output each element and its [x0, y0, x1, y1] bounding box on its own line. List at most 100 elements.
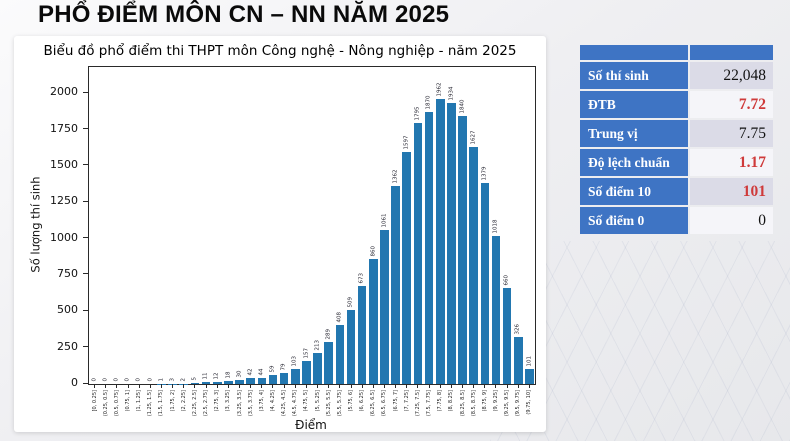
stat-label: Số thí sinh: [580, 62, 688, 89]
histogram-bar: [313, 353, 322, 384]
y-tick-label: 750: [57, 266, 78, 280]
y-tick-mark: [83, 200, 88, 202]
x-tick-mark: [94, 384, 96, 388]
y-tick-mark: [83, 237, 88, 239]
x-tick-label: (2.5, 2.75]: [203, 390, 210, 417]
x-tick-mark: [484, 384, 486, 388]
bar-value-label: 860: [370, 245, 377, 257]
x-tick-mark: [194, 384, 196, 388]
x-tick-label: (7.75, 8]: [437, 390, 444, 412]
x-tick-label: (1.75, 2]: [169, 390, 176, 412]
bar-value-label: 0: [124, 378, 131, 382]
histogram-bar: [357, 286, 367, 384]
bar-value-label: 44: [258, 368, 265, 376]
y-tick-label: 1000: [50, 230, 78, 244]
x-tick-mark: [149, 384, 151, 388]
x-tick-label: (9.75, 10]: [526, 390, 533, 415]
bar-value-label: 213: [314, 340, 321, 351]
x-tick-mark: [395, 384, 397, 388]
x-tick-label: (7.5, 7.75]: [426, 390, 433, 417]
histogram-bar: [469, 147, 478, 384]
histogram-bar: [513, 336, 523, 384]
x-tick-label: (6.75, 7]: [392, 390, 399, 412]
bar-value-label: 1627: [470, 130, 477, 145]
table-header-cell: [580, 45, 688, 60]
histogram-bar: [458, 116, 467, 384]
statistics-table: Số thí sinh 22,048 ĐTB 7.72 Trung vị 7.75 Độ l…: [580, 45, 773, 234]
stat-value: 101: [690, 178, 773, 205]
bar-value-label: 0: [102, 378, 109, 382]
x-tick-label: (8.75, 9]: [481, 390, 488, 412]
histogram-bar: [190, 383, 200, 384]
chart-title: Biểu đồ phổ điểm thi THPT môn Công nghệ …: [43, 43, 517, 59]
histogram-bar: [302, 361, 311, 384]
x-tick-mark: [105, 384, 107, 388]
x-tick-label: (6, 6.25]: [359, 390, 366, 412]
histogram-bar: [380, 229, 389, 384]
x-tick-mark: [239, 384, 241, 388]
x-tick-mark: [250, 384, 252, 388]
bar-value-label: 0: [135, 378, 142, 382]
x-tick-mark: [305, 384, 307, 388]
x-tick-mark: [127, 384, 129, 388]
x-tick-mark: [528, 384, 530, 388]
bar-value-label: 12: [213, 372, 220, 380]
histogram-bar: [224, 381, 233, 384]
histogram-bar: [212, 382, 222, 384]
x-tick-mark: [216, 384, 218, 388]
bar-value-label: 1962: [436, 82, 443, 97]
y-tick-label: 1750: [50, 121, 78, 135]
plot-area: 0 [0, 0.25] 0 (0.25, 0.5] 0 (0.5, 0.75] 0 (0.75…: [88, 66, 536, 416]
x-tick-mark: [462, 384, 464, 388]
histogram-bar: [324, 341, 333, 384]
stat-value: 1.17: [690, 149, 773, 176]
bar-value-label: 5: [191, 377, 198, 381]
bar-value-label: 101: [526, 356, 533, 367]
x-tick-label: (0.5, 0.75]: [113, 390, 120, 417]
x-tick-label: (8.5, 8.75]: [470, 390, 477, 417]
stat-label: Trung vị: [580, 120, 688, 147]
x-tick-mark: [372, 384, 374, 388]
x-tick-mark: [172, 384, 174, 388]
histogram-bar: [290, 369, 300, 384]
x-tick-label: (9.5, 9.75]: [515, 390, 522, 417]
bar-value-label: 30: [236, 370, 243, 378]
bar-value-label: 0: [113, 378, 120, 382]
x-tick-label: (4.5, 4.75]: [292, 390, 299, 417]
x-tick-label: (9, 9.25]: [492, 390, 499, 412]
stat-value: 7.72: [690, 91, 773, 118]
x-tick-label: (3.5, 3.75]: [247, 390, 254, 417]
x-tick-label: (5.5, 5.75]: [336, 390, 343, 417]
histogram-bar: [402, 151, 412, 384]
x-tick-label: (2.75, 3]: [214, 390, 221, 412]
histogram-bar: [525, 369, 534, 384]
y-tick-mark: [83, 346, 88, 348]
x-tick-label: (0.75, 1]: [125, 390, 132, 412]
x-tick-label: (1.25, 1.5]: [147, 390, 154, 417]
x-tick-mark: [439, 384, 441, 388]
bar-value-label: 1870: [425, 95, 432, 110]
histogram-bar: [257, 377, 267, 384]
bar-value-label: 18: [225, 371, 232, 379]
bar-value-label: 509: [347, 297, 354, 308]
x-tick-label: (5.25, 5.5]: [325, 390, 332, 417]
x-tick-mark: [506, 384, 508, 388]
x-tick-mark: [317, 384, 319, 388]
x-tick-mark: [417, 384, 419, 388]
bar-value-label: 1061: [381, 213, 388, 228]
y-tick-label: 2000: [50, 85, 78, 99]
histogram-bar: [346, 309, 356, 384]
x-tick-mark: [361, 384, 363, 388]
bar-value-label: 11: [202, 372, 209, 380]
histogram-bar: [502, 288, 512, 384]
x-tick-label: (2, 2.25]: [180, 390, 187, 412]
bar-value-label: 660: [503, 275, 510, 286]
y-tick-mark: [83, 91, 88, 93]
stat-value: 0: [690, 207, 773, 234]
stat-label: Số điểm 10: [580, 178, 688, 205]
x-tick-label: (8.25, 8.5]: [459, 390, 466, 417]
bar-value-label: 103: [291, 356, 298, 367]
y-tick-mark: [83, 309, 88, 311]
x-tick-mark: [495, 384, 497, 388]
x-tick-mark: [183, 384, 185, 388]
